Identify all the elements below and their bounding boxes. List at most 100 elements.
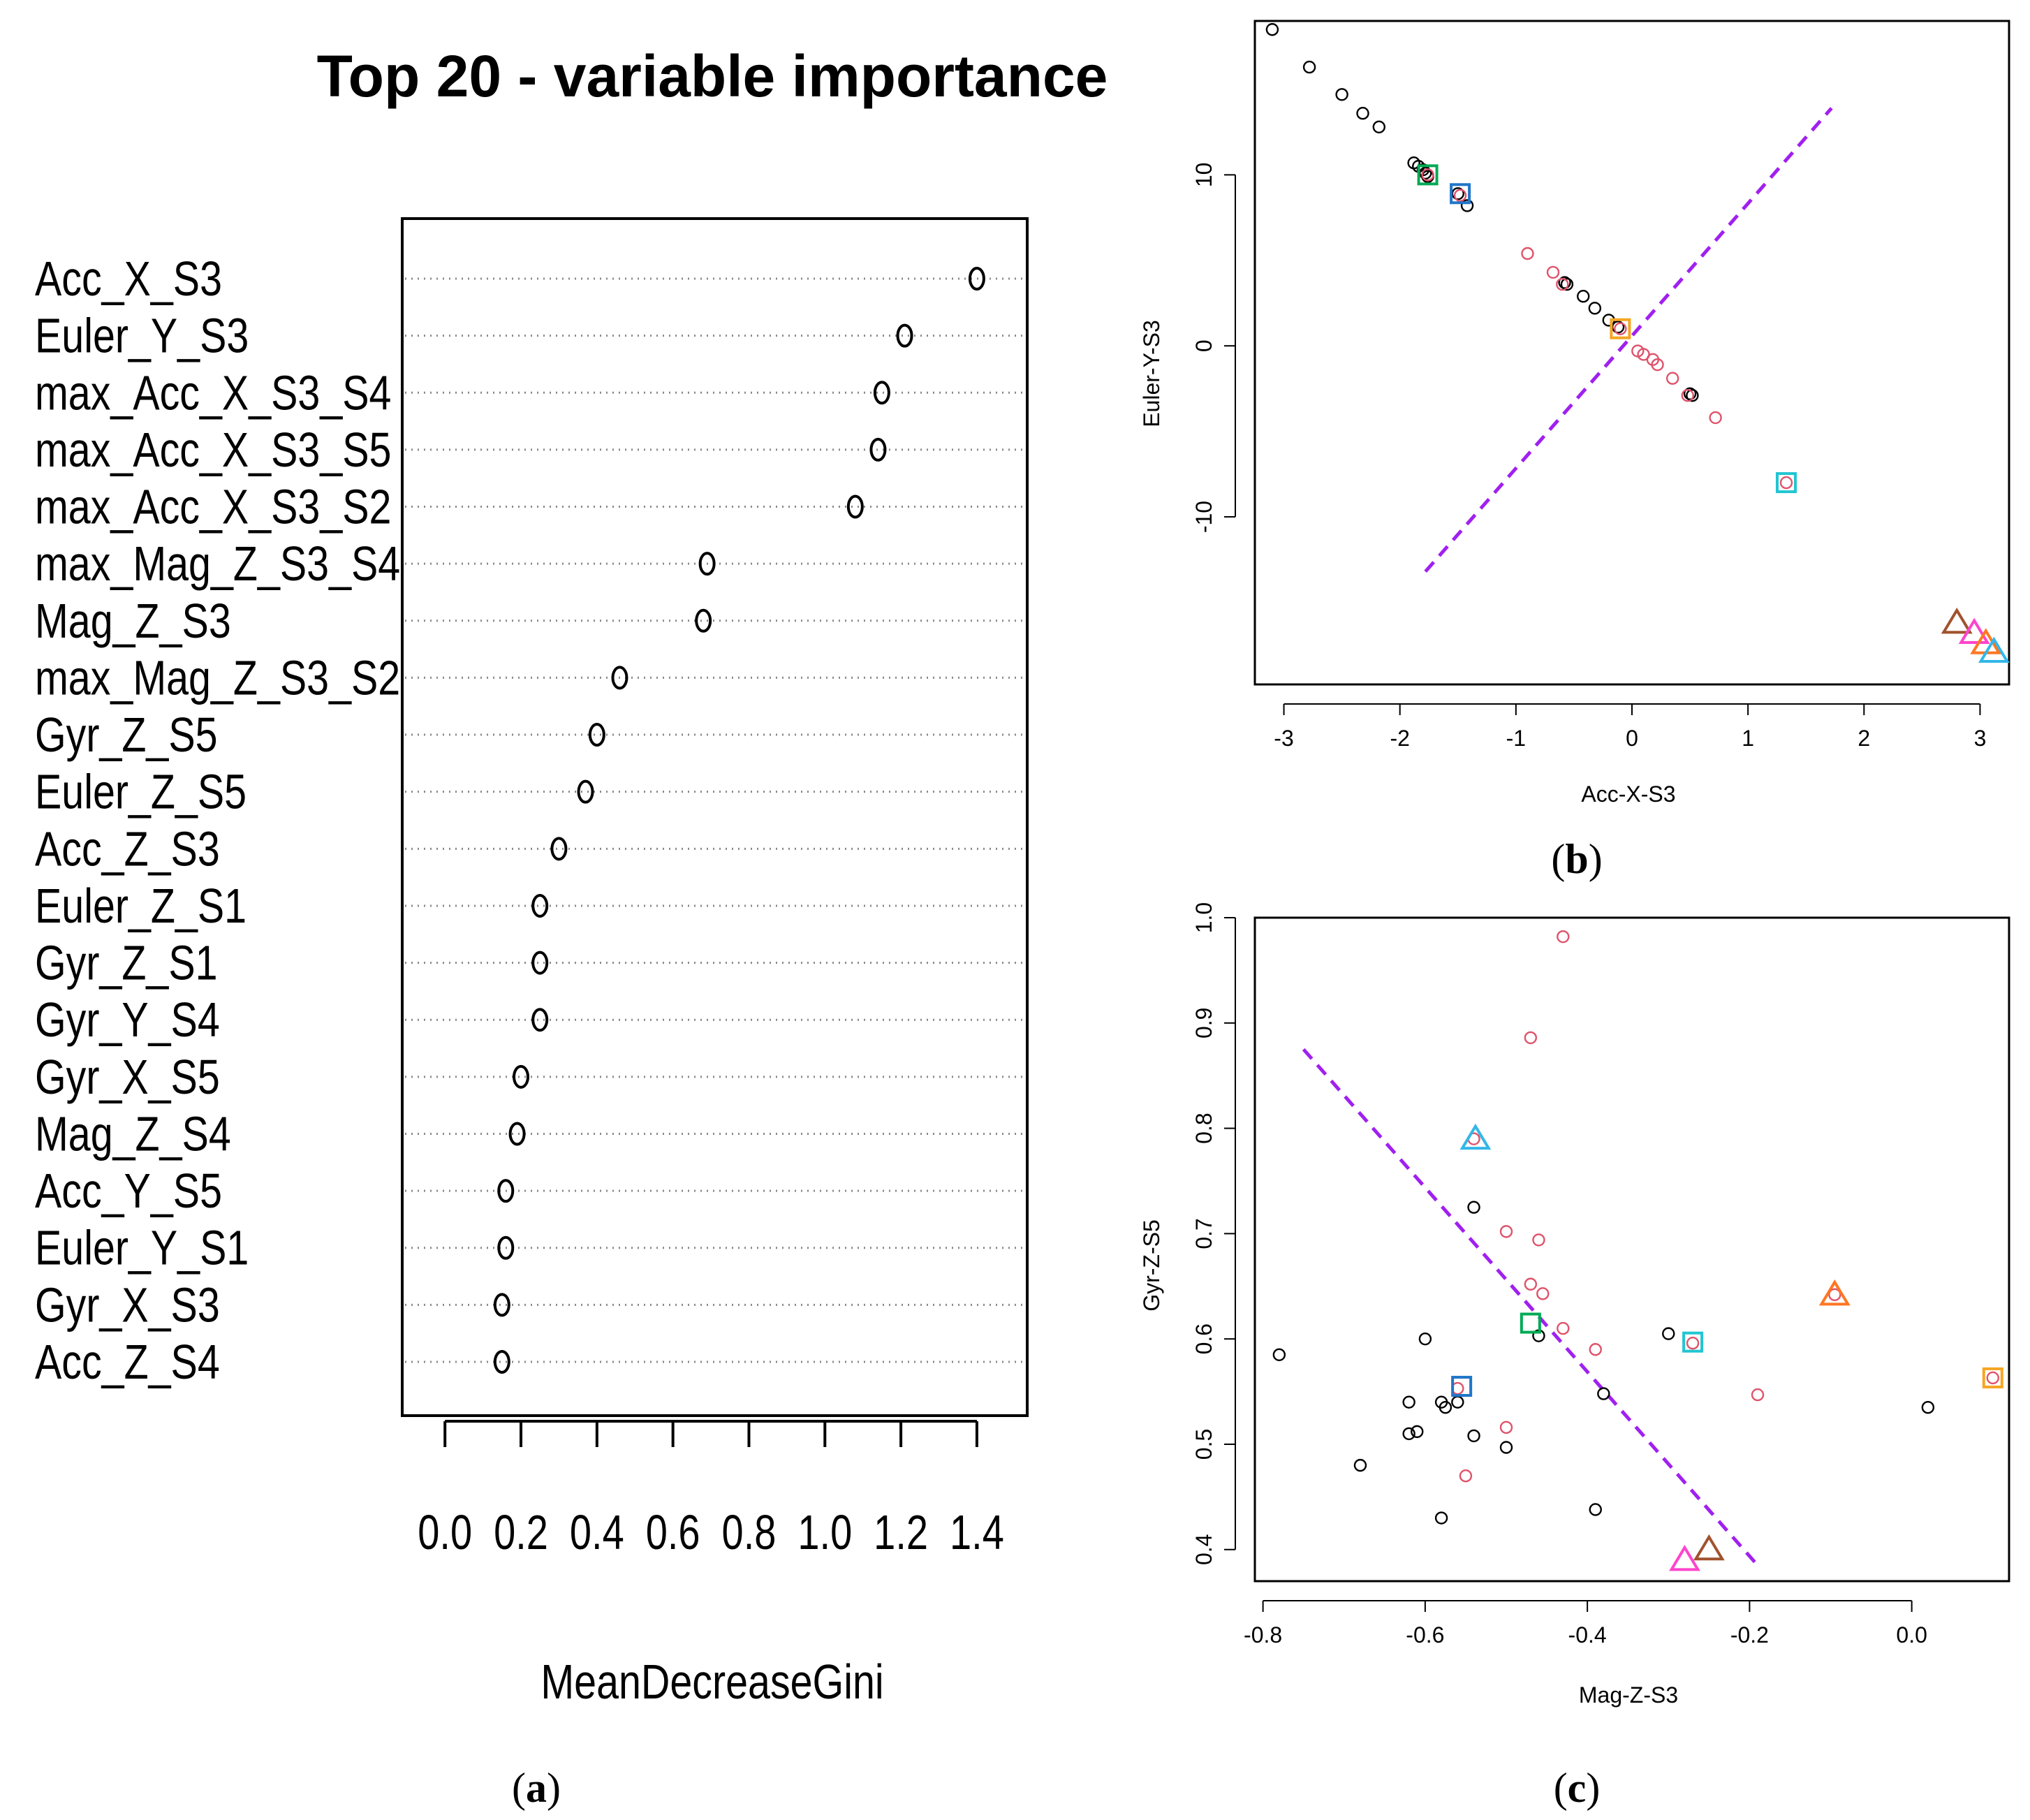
panel-b-x-axis-label: Acc-X-S3	[1581, 781, 1675, 807]
data-point	[1779, 476, 1793, 490]
x-tick-label: 0.4	[570, 1506, 624, 1560]
panel-b-tag-letter: b	[1565, 836, 1588, 882]
x-tick-label: 1.2	[874, 1506, 928, 1560]
panel-a-tag: (a)	[512, 1765, 561, 1811]
data-point	[1686, 389, 1699, 402]
data-point	[1356, 107, 1369, 120]
y-tick-label: 0.7	[1191, 1218, 1216, 1249]
x-tick-label: 2	[1858, 726, 1870, 751]
data-point	[1546, 265, 1560, 279]
panel-a-tag-letter: a	[526, 1765, 547, 1811]
data-point	[1421, 168, 1434, 182]
x-tick-label: -3	[1274, 726, 1293, 751]
decision-boundary-line	[1424, 107, 1833, 573]
category-label: Acc_Z_S3	[35, 821, 220, 876]
panel-a-points	[493, 267, 985, 1374]
importance-point	[493, 1350, 510, 1374]
data-point	[1662, 1327, 1675, 1340]
category-label: max_Acc_X_S3_S2	[35, 479, 391, 534]
y-tick-label: -10	[1191, 501, 1216, 533]
panel-b-decision-boundary	[1424, 107, 1833, 573]
data-point	[1451, 1395, 1464, 1409]
category-label: Euler_Y_S1	[35, 1220, 249, 1275]
y-tick-label: 0.5	[1191, 1429, 1216, 1460]
data-point	[1828, 1288, 1841, 1302]
data-point	[1353, 1458, 1367, 1472]
importance-point	[531, 1008, 549, 1032]
category-label: max_Mag_Z_S3_S2	[35, 650, 400, 705]
data-point	[1683, 387, 1697, 400]
x-tick-label: 1.4	[950, 1506, 1004, 1560]
panel-a-x-axis-label: MeanDecreaseGini	[540, 1654, 883, 1710]
data-point	[1467, 1429, 1480, 1443]
highlight-square-marker	[1775, 472, 1797, 494]
x-tick-label: -0.2	[1730, 1622, 1769, 1647]
x-tick-label: 0.6	[646, 1506, 700, 1560]
data-point	[1524, 1277, 1538, 1291]
panel-b-y-axis-label: Euler-Y-S3	[1139, 320, 1164, 427]
x-tick-label: 0.0	[418, 1506, 472, 1560]
data-point	[1577, 290, 1590, 303]
data-point	[1558, 276, 1571, 289]
category-label: Mag_Z_S3	[35, 593, 231, 648]
x-tick-label: 0.0	[1896, 1622, 1927, 1647]
decision-boundary-line	[1302, 1048, 1759, 1567]
panel-c-highlighted-points	[1451, 1123, 2003, 1571]
x-tick-label: 1.0	[797, 1506, 852, 1560]
data-point	[1557, 930, 1570, 944]
x-tick-label: -0.6	[1406, 1622, 1444, 1647]
data-point	[1986, 1371, 1999, 1385]
data-point	[1921, 1400, 1935, 1414]
data-point	[1402, 1395, 1415, 1409]
category-label: Mag_Z_S4	[35, 1106, 231, 1161]
highlight-square-marker	[1417, 164, 1439, 186]
category-label: Gyr_Z_S5	[35, 707, 218, 763]
panel-b-highlighted-points	[1417, 164, 2010, 663]
category-label: Acc_Y_S5	[35, 1164, 222, 1219]
y-tick-label: 10	[1191, 163, 1216, 188]
importance-point	[493, 1293, 510, 1317]
panel-a-variable-importance: Top 20 - variable importance Acc_X_S3Eul…	[35, 43, 1108, 1811]
data-point	[1532, 1233, 1545, 1247]
panel-c-points	[1272, 930, 1999, 1525]
data-point	[1651, 358, 1664, 372]
x-tick-label: 0.2	[494, 1506, 548, 1560]
panel-c-scatter: -0.8 -0.6 -0.4 -0.2 0.0 1.0 0.9 0.8 0.7 0.6 0.5 0.4…	[1139, 902, 2010, 1811]
x-tick-label: -1	[1506, 726, 1526, 751]
highlight-triangle-marker	[1958, 617, 1990, 645]
panel-c-tag: (c)	[1554, 1765, 1601, 1811]
panel-c-plot-frame	[1253, 916, 2010, 1583]
importance-point	[588, 723, 605, 747]
panel-c-axes: -0.8 -0.6 -0.4 -0.2 0.0 1.0 0.9 0.8 0.7 0.6 0.5 0.4	[1191, 902, 1927, 1647]
importance-point	[531, 951, 549, 975]
category-label: Euler_Y_S3	[35, 308, 249, 363]
x-tick-label: 1	[1742, 726, 1754, 751]
category-label: Gyr_Y_S4	[35, 992, 220, 1048]
highlight-square-marker	[1451, 1376, 1473, 1397]
data-point	[1434, 1511, 1448, 1525]
highlight-triangle-marker	[1693, 1534, 1725, 1561]
panel-c-x-axis-label: Mag-Z-S3	[1579, 1682, 1678, 1708]
y-tick-label: 0.9	[1191, 1008, 1216, 1039]
data-point	[1302, 60, 1316, 74]
data-point	[1499, 1441, 1513, 1454]
data-point	[1411, 1425, 1424, 1439]
data-point	[1536, 1287, 1550, 1300]
category-label: max_Acc_X_S3_S4	[35, 365, 391, 420]
data-point	[1499, 1421, 1513, 1434]
category-label: Euler_Z_S5	[35, 764, 247, 819]
data-point	[1665, 372, 1679, 385]
panel-c-decision-boundary	[1302, 1048, 1759, 1567]
data-point	[1459, 1469, 1473, 1483]
highlight-triangle-marker	[1459, 1123, 1492, 1150]
panel-a-x-ticks: 0.0 0.2 0.4 0.6 0.8 1.0 1.2 1.4	[418, 1421, 1004, 1560]
data-point	[1686, 1337, 1700, 1350]
y-tick-label: 0.6	[1191, 1323, 1216, 1354]
data-point	[1372, 120, 1385, 134]
panel-c-y-axis-label: Gyr-Z-S5	[1139, 1219, 1164, 1312]
data-point	[1272, 1348, 1286, 1361]
importance-point	[873, 381, 890, 405]
data-point	[1589, 1343, 1602, 1356]
